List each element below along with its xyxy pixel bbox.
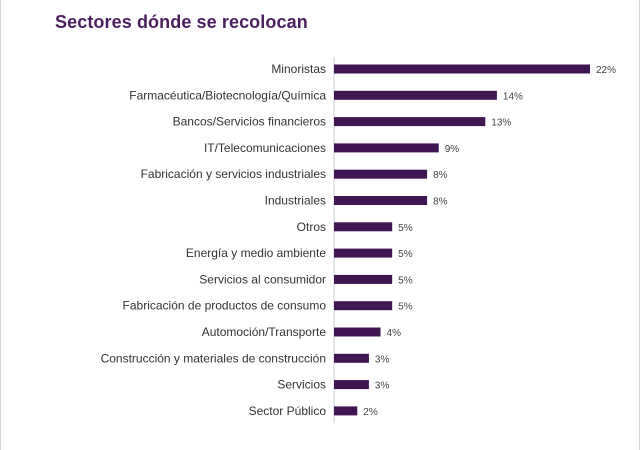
chart-title: Sectores dónde se recolocan (55, 12, 308, 32)
value-label: 22% (596, 65, 616, 76)
category-label: Industriales (265, 194, 326, 208)
value-label: 4% (387, 328, 402, 339)
bar (334, 117, 486, 127)
category-label: Fabricación de productos de consumo (123, 299, 327, 313)
value-label: 9% (445, 144, 460, 155)
bar (334, 64, 590, 74)
value-label: 2% (363, 407, 378, 418)
bar (334, 274, 393, 284)
bar (334, 353, 369, 363)
category-label: Construcción y materiales de construcció… (101, 351, 326, 365)
category-label: Automoción/Transporte (202, 325, 327, 339)
bar (334, 406, 358, 416)
bar (334, 248, 393, 258)
bar (334, 301, 393, 311)
bar (334, 169, 428, 179)
bar (334, 222, 393, 232)
category-label: Farmacéutica/Biotecnología/Química (129, 88, 326, 102)
bar (334, 90, 497, 100)
value-label: 5% (398, 275, 413, 286)
value-label: 3% (375, 381, 390, 392)
category-label: Fabricación y servicios industriales (141, 167, 326, 181)
category-label: Minoristas (271, 62, 326, 76)
value-label: 14% (503, 91, 523, 102)
category-label: Bancos/Servicios financieros (173, 115, 326, 129)
category-label: Servicios al consumidor (199, 272, 326, 286)
category-label: Sector Público (249, 404, 327, 418)
value-label: 8% (433, 170, 448, 181)
value-label: 8% (433, 197, 448, 208)
value-label: 3% (375, 354, 390, 365)
bar (334, 327, 381, 337)
category-label: IT/Telecomunicaciones (204, 141, 326, 155)
bar (334, 143, 439, 153)
category-label: Otros (297, 220, 326, 234)
bar (334, 196, 428, 205)
category-label: Servicios (277, 378, 326, 392)
value-label: 5% (398, 302, 413, 313)
value-label: 5% (398, 249, 413, 260)
value-label: 13% (491, 118, 511, 129)
category-label: Energía y medio ambiente (186, 246, 326, 260)
bar (334, 380, 369, 390)
value-label: 5% (398, 223, 413, 234)
